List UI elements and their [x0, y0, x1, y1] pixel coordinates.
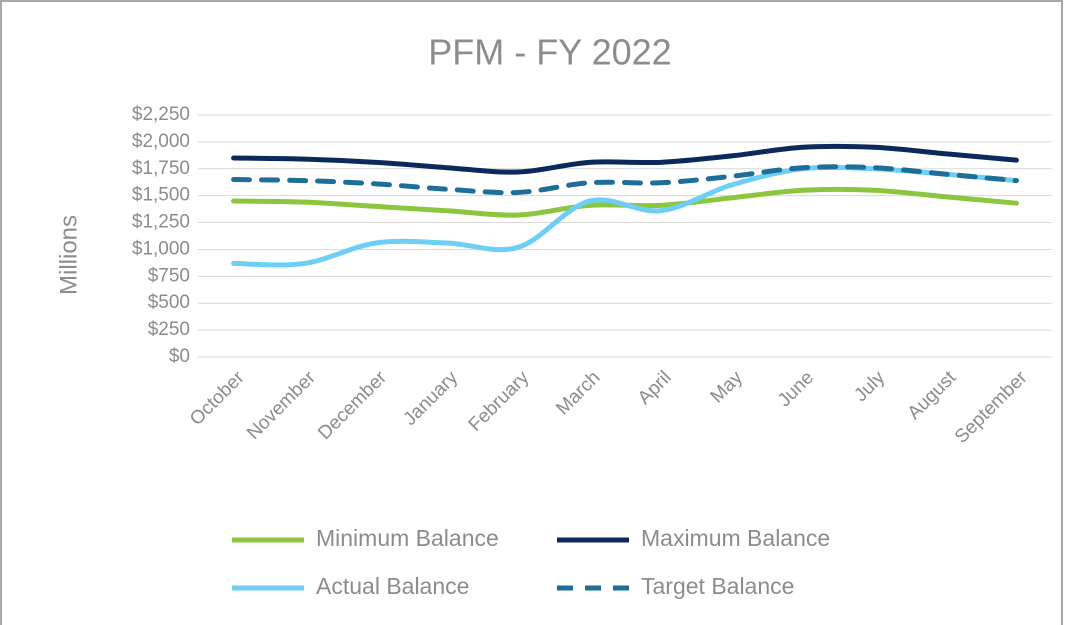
legend-label: Actual Balance	[316, 573, 469, 599]
y-tick-label: $1,500	[132, 185, 190, 206]
y-tick-label: $1,250	[132, 212, 190, 233]
legend-label: Maximum Balance	[641, 525, 830, 551]
y-tick-label: $2,250	[132, 104, 190, 125]
y-tick-label: $500	[148, 292, 190, 313]
y-tick-label: $0	[169, 346, 190, 367]
x-tick-label: February	[465, 367, 534, 436]
x-tick-label: April	[634, 367, 676, 409]
x-tick-label: November	[243, 367, 320, 444]
series-line	[231, 164, 1019, 196]
x-tick-label: August	[904, 367, 961, 424]
y-tick-label: $1,750	[132, 158, 190, 179]
y-tick-label: $1,000	[132, 238, 190, 259]
x-tick-label: October	[186, 367, 249, 430]
x-tick-label: September	[951, 367, 1032, 448]
series-line	[231, 143, 1019, 175]
chart-title: PFM - FY 2022	[428, 32, 671, 73]
x-tick-label: March	[552, 367, 604, 419]
x-tick-label: May	[707, 367, 748, 408]
legend-label: Target Balance	[641, 573, 794, 599]
legend-label: Minimum Balance	[316, 525, 499, 551]
x-tick-label: July	[850, 367, 889, 406]
y-tick-label: $250	[148, 319, 190, 340]
y-tick-label: $2,000	[132, 131, 190, 152]
y-tick-label: $750	[148, 265, 190, 286]
x-tick-label: December	[314, 367, 391, 444]
x-tick-label: January	[400, 367, 463, 430]
x-tick-label: June	[774, 367, 818, 411]
y-axis-label: Millions	[55, 215, 82, 295]
